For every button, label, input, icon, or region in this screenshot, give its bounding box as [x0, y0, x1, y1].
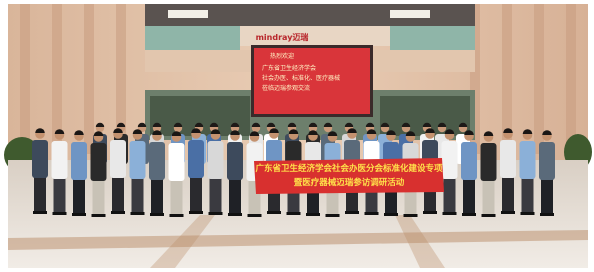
shoes: [53, 212, 67, 215]
screen: 热烈欢迎 广东省卫生经济学会 社会办医、标准化、医疗器械 莅临迈瑞参观交流: [251, 45, 373, 117]
body: [110, 140, 126, 178]
shoes: [92, 214, 106, 217]
banner-line: 广东省卫生经济学会社会办医分会标准化建设专项: [255, 163, 443, 174]
person: [149, 130, 165, 216]
shoes: [404, 214, 418, 217]
shoes: [228, 213, 242, 216]
body: [91, 143, 107, 181]
shoes: [423, 211, 437, 214]
legs: [171, 179, 183, 215]
body: [500, 140, 516, 178]
person: [461, 130, 477, 216]
shoes: [287, 212, 301, 215]
banner: 广东省卫生经济学会社会办医分会标准化建设专项 暨医疗器械迈瑞参访调研活动: [254, 158, 444, 194]
legs: [151, 178, 163, 214]
legs: [444, 177, 456, 213]
shoes: [131, 212, 145, 215]
body: [539, 142, 555, 180]
person: [71, 130, 87, 216]
person: [32, 128, 48, 214]
body: [188, 140, 204, 178]
person: [500, 128, 516, 214]
body: [461, 142, 477, 180]
shoes: [345, 211, 359, 214]
shoes: [482, 214, 496, 217]
shoes: [170, 214, 184, 217]
shoes: [111, 211, 125, 214]
shoes: [150, 213, 164, 216]
body: [169, 143, 185, 181]
legs: [502, 176, 514, 212]
legs: [229, 178, 241, 214]
legs: [73, 178, 85, 214]
shoes: [326, 214, 340, 217]
shoes: [306, 213, 320, 216]
legs: [112, 176, 124, 212]
body: [227, 142, 243, 180]
legs: [541, 178, 553, 214]
person: [227, 130, 243, 216]
body: [52, 141, 68, 179]
page: mindray迈瑞 热烈欢迎 广东省卫生经济学会 社会办医、标准化、医疗器械 莅…: [0, 0, 594, 272]
logo-sign: mindray迈瑞: [256, 32, 309, 42]
person: [130, 129, 146, 215]
shoes: [267, 211, 281, 214]
body: [208, 141, 224, 179]
legs: [483, 179, 495, 215]
body: [442, 141, 458, 179]
person: [520, 129, 536, 215]
photo: mindray迈瑞 热烈欢迎 广东省卫生经济学会 社会办医、标准化、医疗器械 莅…: [0, 0, 594, 272]
shoes: [540, 213, 554, 216]
shoes: [521, 212, 535, 215]
shoes: [33, 211, 47, 214]
legs: [210, 177, 222, 213]
screen-line: 社会办医、标准化、医疗器械: [262, 74, 340, 82]
person: [91, 131, 107, 217]
body: [149, 142, 165, 180]
person: [481, 131, 497, 217]
legs: [54, 177, 66, 213]
screen-line: 热烈欢迎: [270, 52, 294, 60]
legs: [522, 177, 534, 213]
shoes: [189, 211, 203, 214]
shoes: [501, 211, 515, 214]
screen-line: 莅临迈瑞参观交流: [262, 84, 310, 92]
screen-line: 广东省卫生经济学会: [262, 64, 316, 72]
legs: [190, 176, 202, 212]
body: [32, 140, 48, 178]
legs: [34, 176, 46, 212]
body: [520, 141, 536, 179]
legs: [132, 177, 144, 213]
banner-line: 暨医疗器械迈瑞参访调研活动: [294, 177, 405, 188]
shoes: [365, 212, 379, 215]
person: [52, 129, 68, 215]
shoes: [209, 212, 223, 215]
body: [481, 143, 497, 181]
body: [71, 142, 87, 180]
person: [208, 129, 224, 215]
shoes: [248, 214, 262, 217]
person: [539, 130, 555, 216]
body: [130, 141, 146, 179]
person: [169, 131, 185, 217]
shoes: [443, 212, 457, 215]
person: [188, 128, 204, 214]
shoes: [72, 213, 86, 216]
shoes: [462, 213, 476, 216]
person: [442, 129, 458, 215]
person: [110, 128, 126, 214]
shoes: [384, 213, 398, 216]
legs: [463, 178, 475, 214]
legs: [93, 179, 105, 215]
